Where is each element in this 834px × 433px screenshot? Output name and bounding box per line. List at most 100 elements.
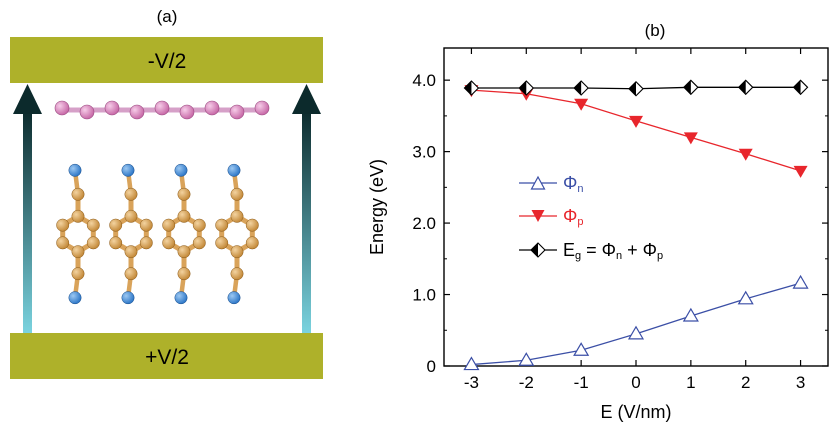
panel-a-schematic: (a) -V/2 +V/2 — [10, 7, 323, 379]
legend-label-eg: Eg = Φn + Φp — [563, 240, 663, 262]
legend: Φn Φp Eg = Φn + Φp — [519, 173, 663, 262]
ring-atom — [71, 187, 85, 201]
ring-atom — [177, 267, 191, 281]
triangle-up-open-icon — [530, 175, 546, 190]
data-point-triangle-down — [738, 148, 753, 161]
x-tick-label: 2 — [741, 373, 750, 392]
data-point-diamond-fill — [574, 81, 582, 96]
data-point-triangle-down — [574, 98, 589, 111]
data-point-triangle-up — [573, 342, 590, 356]
data-point-diamond-fill — [793, 80, 801, 95]
field-arrow-right — [292, 84, 321, 333]
y-tick-label: 1.0 — [412, 286, 436, 305]
ring-atom — [139, 236, 153, 250]
arrow-shaft — [302, 110, 311, 333]
y-axis-label: Energy (eV) — [367, 159, 387, 255]
y-tick-label: 2.0 — [412, 214, 436, 233]
top-layer-atom — [104, 100, 120, 116]
series-2 — [463, 79, 809, 97]
data-series — [463, 79, 809, 371]
diamond-half-fill — [531, 243, 538, 257]
y-tick-label: 3.0 — [412, 143, 436, 162]
ring-atom — [56, 218, 70, 232]
ring-atom — [215, 236, 229, 250]
ring-atom — [71, 267, 85, 281]
ring-atom — [177, 209, 191, 223]
data-point-triangle-up — [792, 274, 809, 289]
x-tick-label: -1 — [574, 373, 589, 392]
top-layer-atom — [229, 104, 245, 120]
top-layer-atom — [204, 100, 220, 116]
legend-label-phi-p: Φp — [563, 206, 584, 228]
top-layer-atom — [179, 104, 195, 120]
data-point-diamond-fill — [629, 81, 636, 96]
legend-entry-phi-n: Φn — [519, 173, 584, 195]
axes-ticks: -3 -2 -1 0 1 2 3 0 1.0 2.0 3.0 4.0 — [412, 48, 828, 392]
triangle-down-filled-icon — [531, 210, 545, 222]
end-atom — [174, 163, 188, 177]
ring-atom — [124, 267, 138, 281]
ring-atom — [215, 218, 229, 232]
arrow-head-icon — [13, 84, 42, 114]
ring-atom — [86, 218, 100, 232]
x-axis-label: E (V/nm) — [600, 402, 671, 422]
x-tick-label: 0 — [631, 373, 640, 392]
top-plate-label: -V/2 — [148, 50, 187, 73]
end-atom — [227, 291, 241, 305]
x-tick-label: 1 — [686, 373, 695, 392]
data-point-triangle-down — [629, 115, 643, 128]
data-point-triangle-up — [682, 307, 699, 322]
ring-atom — [230, 245, 244, 259]
top-monolayer — [54, 100, 270, 120]
series-1 — [464, 85, 808, 178]
legend-entry-eg: Eg = Φn + Φp — [519, 240, 663, 262]
ring-atom — [86, 236, 100, 250]
ring-atom — [230, 187, 244, 201]
ring-atom — [162, 236, 176, 250]
bottom-ring-structure — [56, 163, 259, 305]
ring-atom — [192, 236, 206, 250]
ring-atom — [139, 218, 153, 232]
ring-atom — [124, 187, 138, 201]
end-atom — [121, 291, 135, 305]
data-point-triangle-down — [683, 132, 698, 145]
arrow-shaft — [23, 110, 32, 333]
panel-a-label: (a) — [157, 7, 178, 26]
data-point-triangle-down — [793, 165, 808, 178]
series-line — [471, 282, 801, 366]
ring-atom — [162, 218, 176, 232]
legend-label-phi-n: Φn — [563, 173, 584, 195]
top-electrode-plate — [10, 37, 323, 83]
end-atom — [68, 291, 82, 305]
data-point-triangle-up — [518, 352, 535, 366]
ring-atom — [71, 209, 85, 223]
bottom-electrode-plate — [10, 333, 323, 379]
x-tick-label: -3 — [464, 373, 479, 392]
series-0 — [463, 274, 809, 371]
ring-atom — [109, 218, 123, 232]
bottom-plate-label: +V/2 — [145, 346, 189, 369]
end-atom — [121, 163, 135, 177]
top-layer-atom — [154, 100, 170, 116]
arrow-head-icon — [292, 84, 321, 114]
y-tick-label: 0 — [427, 357, 436, 376]
ring-atom — [124, 209, 138, 223]
data-point-diamond-fill — [738, 80, 746, 95]
panel-b-chart: (b) Energy (eV) E (V/nm) -3 -2 -1 0 1 2 3 0 1.0 2… — [367, 21, 829, 422]
panel-b-label: (b) — [645, 21, 666, 40]
end-atom — [174, 291, 188, 305]
ring-atom — [56, 236, 70, 250]
data-point-diamond-fill — [683, 80, 691, 95]
end-atom — [227, 163, 241, 177]
legend-entry-phi-p: Φp — [519, 206, 584, 228]
ring-atom — [109, 236, 123, 250]
data-point-triangle-up — [463, 356, 480, 371]
ring-atom — [245, 236, 259, 250]
top-layer-atom — [79, 104, 95, 120]
top-layer-atom — [254, 100, 270, 116]
data-point-triangle-up — [627, 325, 645, 340]
ring-atom — [245, 218, 259, 232]
data-point-diamond-fill — [519, 81, 527, 96]
data-point-triangle-up — [737, 290, 754, 305]
